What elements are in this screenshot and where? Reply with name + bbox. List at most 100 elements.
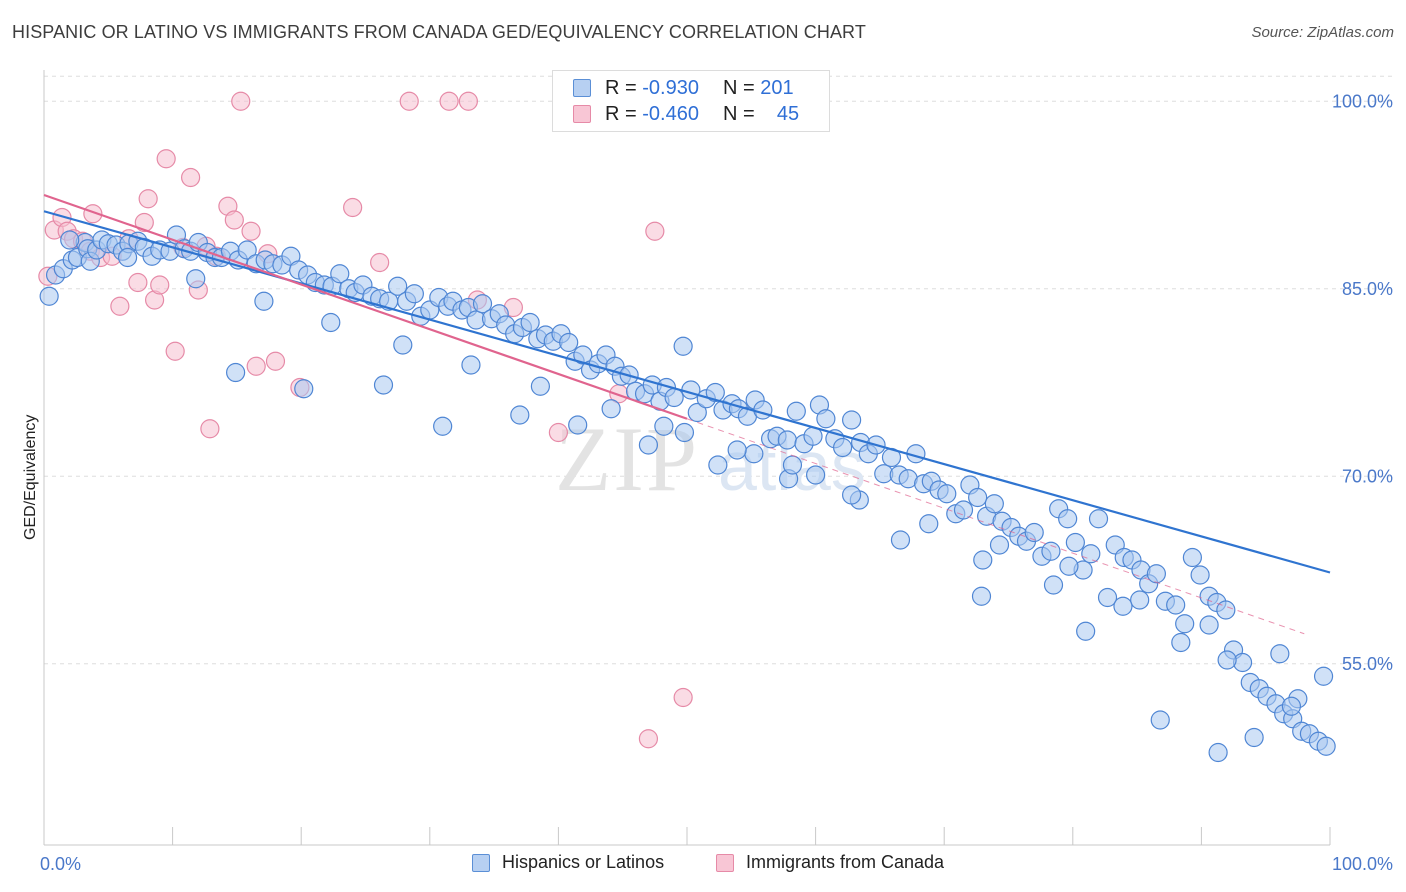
data-point-hispanic	[186, 269, 206, 289]
data-point-hispanic	[1216, 600, 1236, 620]
data-point-canada	[343, 197, 363, 218]
legend-n-label: N =	[722, 102, 755, 125]
data-point-hispanic	[373, 375, 394, 395]
trend-line-hispanic	[43, 210, 1331, 574]
data-point-canada	[399, 91, 419, 111]
data-point-canada	[439, 91, 459, 111]
data-point-hispanic	[393, 335, 413, 355]
data-point-hispanic	[1281, 696, 1302, 716]
legend-r-value: -0.460	[642, 102, 699, 125]
data-point-canada	[548, 422, 569, 443]
data-point-hispanic	[1313, 666, 1334, 686]
data-point-canada	[134, 212, 154, 233]
data-point-hispanic	[1146, 564, 1166, 584]
data-point-hispanic	[1199, 615, 1219, 635]
y-tick-label: 55.0%	[1342, 654, 1393, 674]
data-point-hispanic	[1190, 565, 1210, 585]
bottom-legend-label-canada: Immigrants from Canada	[746, 852, 945, 872]
data-point-hispanic	[953, 500, 974, 520]
data-point-hispanic	[388, 276, 408, 296]
data-point-hispanic	[805, 465, 826, 485]
bottom-legend-canada: Immigrants from Canada	[716, 852, 944, 873]
trend-line-canada-extension	[686, 418, 1305, 635]
data-point-hispanic	[705, 382, 725, 403]
legend: R = -0.930 N = 201 R = -0.460 N = 45	[552, 70, 830, 132]
data-point-hispanic	[1166, 595, 1186, 615]
data-point-hispanic	[744, 444, 764, 464]
data-point-hispanic	[687, 402, 707, 423]
data-point-hispanic	[919, 514, 939, 534]
data-point-hispanic	[1316, 736, 1336, 756]
data-point-canada	[83, 204, 103, 224]
data-point-hispanic	[254, 291, 274, 311]
trend-lines	[43, 193, 1331, 635]
data-point-hispanic	[937, 484, 957, 504]
data-point-hispanic	[1113, 596, 1133, 616]
trend-line-canada	[43, 193, 688, 420]
data-point-hispanic	[117, 247, 138, 268]
data-point-hispanic	[890, 530, 911, 550]
data-point-hispanic	[1043, 575, 1064, 595]
data-point-hispanic	[833, 437, 853, 458]
data-point-canada	[241, 221, 261, 241]
data-point-hispanic	[1208, 742, 1228, 763]
data-point-hispanic	[1130, 590, 1150, 610]
x-tick-label: 100.0%	[1332, 854, 1393, 874]
data-point-hispanic	[1024, 522, 1044, 543]
y-tick-label: 100.0%	[1332, 91, 1393, 111]
data-point-hispanic	[226, 362, 246, 383]
legend-r-label: R =	[605, 102, 637, 125]
data-point-canada	[246, 356, 266, 376]
source-label: Source: ZipAtlas.com	[1251, 24, 1394, 41]
data-point-hispanic	[786, 401, 806, 421]
data-point-canada	[138, 189, 158, 209]
data-point-hispanic	[1097, 587, 1118, 608]
bottom-legend-hispanic: Hispanics or Latinos	[472, 852, 664, 873]
bottom-legend-label-hispanic: Hispanics or Latinos	[502, 852, 665, 872]
data-point-canada	[181, 167, 201, 188]
blue-series-points	[39, 225, 1336, 763]
data-point-hispanic	[601, 399, 621, 419]
legend-n-value: 201	[760, 76, 794, 99]
data-point-hispanic	[510, 405, 530, 425]
x-tick-label: 0.0%	[40, 854, 81, 874]
data-point-canada	[265, 351, 286, 371]
data-point-canada	[645, 221, 665, 241]
data-point-canada	[200, 419, 220, 439]
data-point-hispanic	[472, 294, 493, 314]
data-point-hispanic	[1217, 650, 1237, 670]
data-point-hispanic	[1065, 532, 1085, 553]
data-point-hispanic	[842, 485, 862, 505]
bottom-legend-swatch-blue	[472, 853, 490, 872]
legend-swatch-blue	[573, 79, 591, 97]
data-point-hispanic	[989, 535, 1010, 555]
legend-n-label: N =	[722, 76, 755, 99]
data-point-hispanic	[60, 230, 80, 250]
data-point-hispanic	[1150, 710, 1170, 730]
data-point-hispanic	[237, 240, 257, 260]
data-point-hispanic	[1244, 727, 1264, 748]
data-point-hispanic	[520, 312, 540, 333]
data-point-hispanic	[39, 286, 59, 306]
data-point-hispanic	[674, 422, 695, 443]
data-point-hispanic	[294, 379, 314, 399]
legend-n-value: 45	[776, 102, 800, 125]
data-point-hispanic	[777, 430, 797, 450]
data-point-canada	[458, 91, 478, 111]
data-point-hispanic	[1182, 547, 1202, 568]
data-point-hispanic	[1270, 644, 1290, 664]
data-point-hispanic	[654, 416, 674, 436]
legend-r-value: -0.930	[642, 76, 699, 99]
data-point-canada	[110, 296, 130, 316]
data-point-hispanic	[1058, 509, 1078, 529]
data-point-hispanic	[1171, 632, 1191, 653]
data-point-hispanic	[433, 416, 453, 436]
bottom-legend-swatch-pink	[716, 853, 734, 872]
data-point-hispanic	[1081, 544, 1101, 564]
axes	[43, 70, 1331, 846]
data-point-hispanic	[816, 409, 836, 429]
data-point-hispanic	[404, 284, 424, 304]
y-axis-label: GED/Equivalency	[22, 415, 39, 540]
data-point-canada	[128, 272, 148, 293]
